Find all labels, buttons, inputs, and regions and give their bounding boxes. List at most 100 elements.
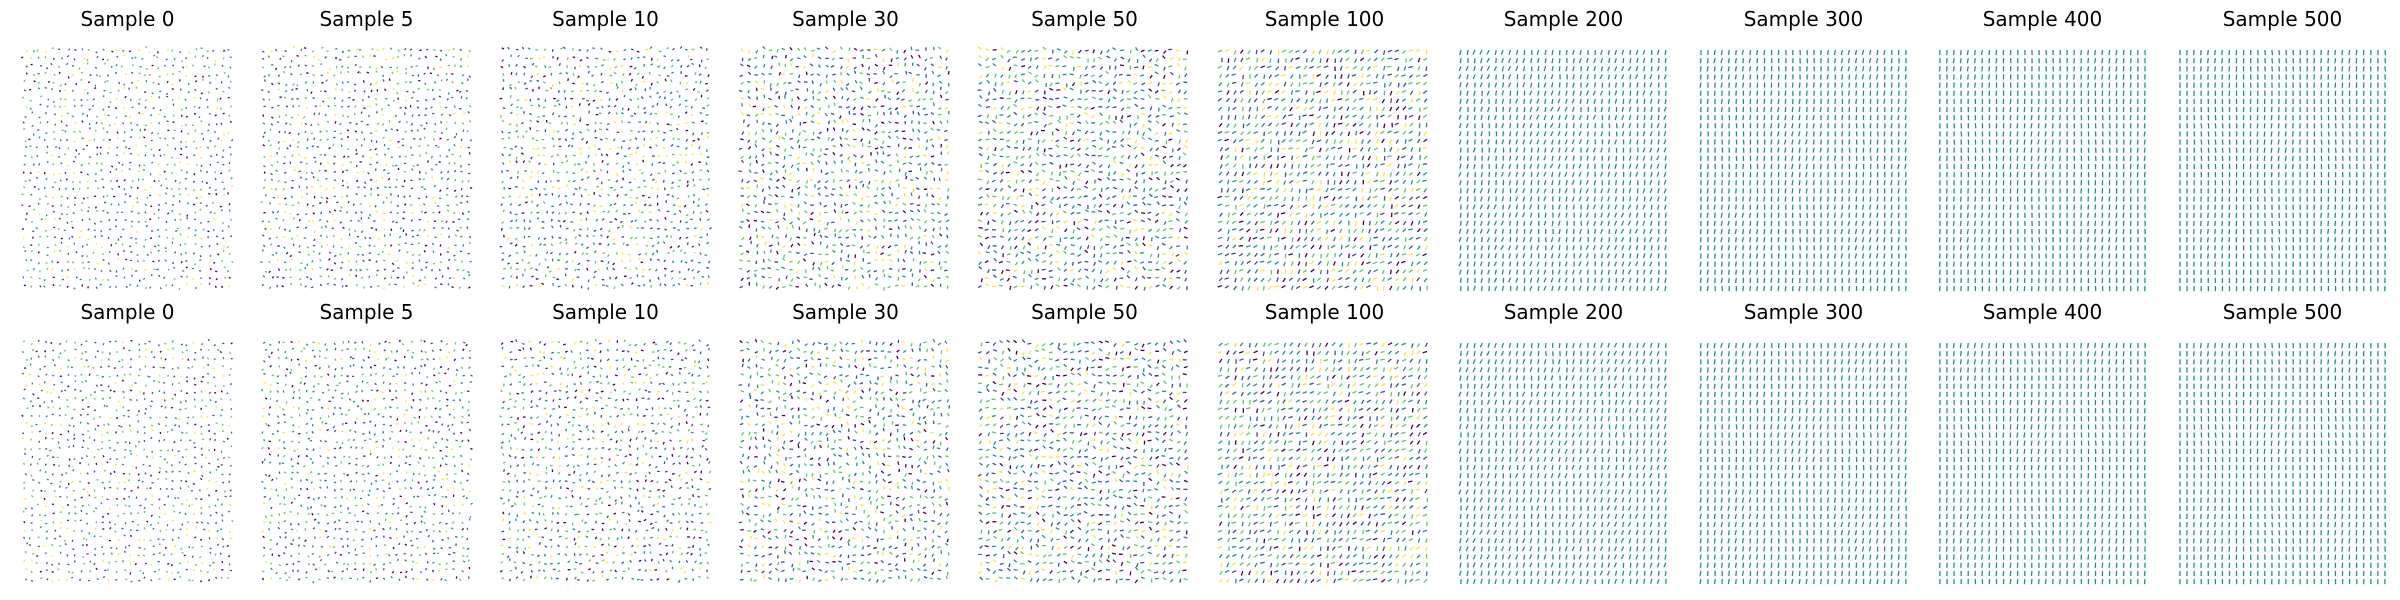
panel-r0-c6: Sample 200 (1458, 7, 1667, 292)
vector-series-2 (738, 46, 950, 291)
vector-field (2179, 342, 2387, 585)
vector-series-0 (1699, 342, 1907, 585)
vector-series-0 (2179, 49, 2387, 292)
vector-series-1 (977, 338, 1189, 583)
vector-series-0 (1938, 49, 2146, 292)
vector-series-2 (260, 47, 473, 290)
vector-series-4 (978, 339, 1188, 584)
vector-series-0 (2179, 342, 2387, 585)
vector-series-4 (1218, 49, 1428, 291)
panel-title: Sample 5 (319, 7, 413, 31)
vector-series-0 (1938, 342, 2147, 585)
panel-title: Sample 200 (1504, 300, 1624, 324)
vector-field (1217, 49, 1428, 291)
panel-r0-c8: Sample 400 (1938, 7, 2146, 292)
panel-title: Sample 300 (1744, 7, 1864, 31)
vector-series-1 (499, 46, 712, 289)
vector-field (260, 45, 473, 290)
panel-r1-c9: Sample 500 (2179, 300, 2387, 585)
vector-series-3 (977, 46, 1188, 290)
panel-r0-c1: Sample 5 (260, 7, 473, 290)
panel-r0-c9: Sample 500 (2179, 7, 2387, 292)
vector-series-4 (261, 339, 473, 581)
vector-field (1699, 342, 1907, 585)
vector-series-0 (1458, 49, 1667, 292)
panel-title: Sample 0 (80, 300, 174, 324)
panel-title: Sample 500 (2223, 7, 2343, 31)
panel-title: Sample 50 (1031, 300, 1138, 324)
panel-r0-c2: Sample 10 (499, 7, 712, 291)
panel-r1-c2: Sample 10 (499, 300, 712, 583)
panel-title: Sample 10 (552, 300, 659, 324)
vector-series-4 (21, 338, 233, 583)
panel-r0-c0: Sample 0 (21, 7, 234, 290)
vector-series-4 (1219, 342, 1428, 584)
vector-field (1938, 342, 2147, 585)
vector-field (1938, 49, 2146, 292)
vector-field (499, 46, 712, 291)
vector-series-2 (1217, 49, 1428, 291)
vector-series-0 (739, 338, 949, 580)
panel-title: Sample 200 (1504, 7, 1624, 31)
vector-series-2 (261, 339, 473, 582)
panel-r1-c4: Sample 50 (977, 300, 1189, 584)
panel-r0-c5: Sample 100 (1217, 7, 1428, 291)
vector-field (21, 338, 234, 583)
vector-series-4 (499, 338, 712, 582)
panel-title: Sample 50 (1031, 7, 1138, 31)
vector-field (2179, 49, 2387, 292)
vector-field (1217, 342, 1429, 584)
vector-series-2 (500, 339, 712, 580)
vector-series-1 (740, 338, 950, 583)
vector-series-3 (501, 46, 711, 291)
vector-series-1 (500, 339, 711, 582)
panel-title: Sample 10 (552, 7, 659, 31)
vector-series-0 (499, 47, 710, 288)
vector-series-0 (1217, 342, 1428, 584)
panel-r1-c1: Sample 5 (260, 300, 473, 584)
vector-field (260, 339, 473, 584)
vector-series-3 (1217, 49, 1428, 291)
vector-series-4 (978, 48, 1189, 290)
vector-series-2 (21, 48, 234, 289)
panel-title: Sample 500 (2223, 300, 2343, 324)
vector-series-1 (738, 46, 949, 289)
panel-title: Sample 100 (1265, 300, 1385, 324)
vector-series-1 (21, 49, 233, 289)
vector-field (1699, 49, 1907, 292)
vector-series-0 (1458, 342, 1667, 585)
vector-series-0 (1217, 49, 1428, 291)
vector-series-0 (261, 47, 472, 289)
panel-r1-c6: Sample 200 (1458, 300, 1667, 585)
panel-r0-c4: Sample 50 (977, 7, 1189, 291)
vector-series-2 (978, 343, 1189, 583)
vector-series-3 (261, 340, 472, 581)
vector-series-3 (21, 341, 232, 583)
vector-field (977, 338, 1189, 584)
panel-title: Sample 0 (80, 7, 174, 31)
vector-series-3 (1217, 342, 1429, 584)
vector-series-0 (977, 342, 1188, 584)
vector-series-1 (21, 340, 233, 583)
panel-r1-c3: Sample 30 (738, 300, 951, 583)
panel-title: Sample 30 (792, 7, 899, 31)
panel-title: Sample 30 (792, 300, 899, 324)
panel-title: Sample 400 (1983, 300, 2103, 324)
vector-series-3 (977, 339, 1189, 584)
panel-r0-c7: Sample 300 (1699, 7, 1907, 292)
vector-series-3 (499, 339, 712, 583)
panel-title: Sample 300 (1744, 300, 1864, 324)
vector-series-0 (740, 47, 950, 290)
vector-field (499, 338, 712, 583)
vector-field (21, 45, 234, 290)
vector-series-4 (22, 47, 233, 290)
panel-r1-c0: Sample 0 (21, 300, 234, 583)
vector-field (1458, 49, 1667, 292)
vector-series-3 (738, 339, 950, 583)
panel-title: Sample 400 (1983, 7, 2103, 31)
vector-series-4 (740, 339, 950, 583)
vector-series-0 (262, 340, 473, 583)
vector-series-2 (21, 339, 233, 583)
vector-series-2 (1218, 342, 1428, 584)
